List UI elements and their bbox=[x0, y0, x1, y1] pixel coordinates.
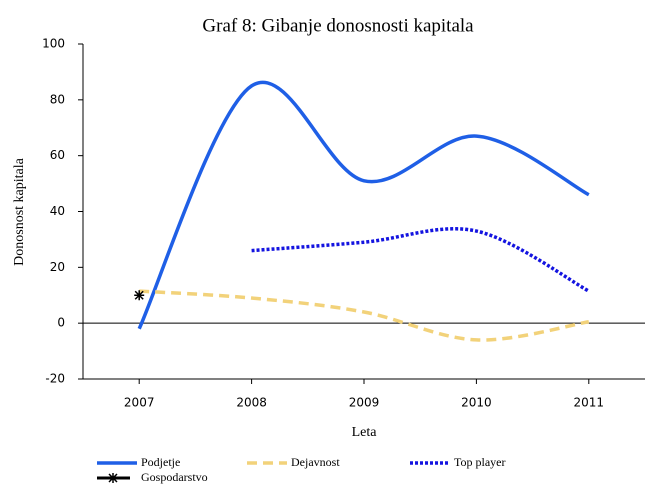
x-tick-label: 2008 bbox=[236, 396, 267, 410]
y-tick-label: 80 bbox=[50, 92, 65, 106]
line bbox=[137, 80, 590, 330]
y-axis-label: Donosnost kapitala bbox=[12, 157, 27, 265]
y-tick-label: 40 bbox=[50, 204, 65, 218]
legend-label: Dejavnost bbox=[291, 455, 340, 469]
marker bbox=[108, 473, 118, 483]
x-tick-label: 2011 bbox=[574, 396, 605, 410]
x-tick-label: 2010 bbox=[461, 396, 492, 410]
x-tick-label: 2007 bbox=[124, 396, 155, 410]
chart-title: Graf 8: Gibanje donosnosti kapitala bbox=[202, 15, 474, 36]
legend-label: Podjetje bbox=[141, 455, 180, 469]
y-tick-label: 60 bbox=[50, 148, 65, 162]
legend-label: Top player bbox=[454, 455, 505, 469]
x-tick-label: 2009 bbox=[349, 396, 380, 410]
marker bbox=[134, 290, 145, 301]
x-axis-label: Leta bbox=[352, 425, 378, 440]
line bbox=[251, 227, 590, 293]
legend-label: Gospodarstvo bbox=[141, 470, 208, 484]
y-tick-label: 100 bbox=[42, 37, 65, 51]
y-tick-label: -20 bbox=[45, 372, 65, 386]
y-tick-label: 20 bbox=[50, 260, 65, 274]
y-tick-label: 0 bbox=[57, 316, 65, 330]
line bbox=[139, 289, 590, 342]
